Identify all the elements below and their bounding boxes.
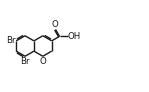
Text: Br: Br xyxy=(6,36,15,45)
Text: O: O xyxy=(39,57,46,66)
Text: O: O xyxy=(52,20,58,29)
Text: Br: Br xyxy=(20,57,30,66)
Text: OH: OH xyxy=(68,32,81,41)
